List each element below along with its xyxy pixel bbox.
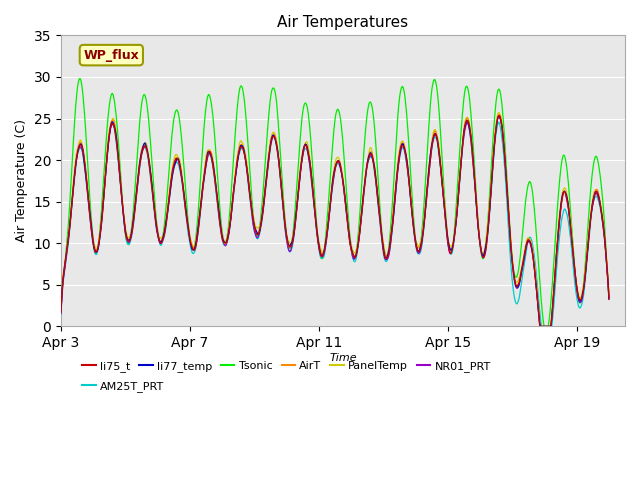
AirT <box>605 294 612 300</box>
Tsonic <box>76 76 84 82</box>
AM25T_PRT <box>120 213 127 219</box>
AM25T_PRT <box>168 176 176 182</box>
li77_temp <box>120 213 127 218</box>
AM25T_PRT <box>463 119 471 125</box>
li75_t <box>536 324 544 329</box>
NR01_PRT <box>536 324 544 329</box>
li75_t <box>605 297 612 302</box>
NR01_PRT <box>131 206 139 212</box>
PanelTemp <box>168 168 176 174</box>
Line: li75_t: li75_t <box>61 116 609 326</box>
AirT <box>131 204 139 210</box>
Line: AirT: AirT <box>61 114 609 326</box>
AirT <box>341 191 349 196</box>
Tsonic <box>541 324 548 329</box>
li77_temp <box>387 233 395 239</box>
AirT <box>120 210 127 216</box>
NR01_PRT <box>57 311 65 316</box>
AM25T_PRT <box>477 246 484 252</box>
li77_temp <box>341 191 349 197</box>
AirT <box>57 310 65 315</box>
Tsonic <box>388 211 396 216</box>
li77_temp <box>536 324 544 329</box>
AM25T_PRT <box>57 311 65 317</box>
li75_t <box>57 309 65 315</box>
li75_t <box>495 113 503 119</box>
li77_temp <box>476 239 484 244</box>
Line: NR01_PRT: NR01_PRT <box>61 117 609 326</box>
NR01_PRT <box>168 176 176 182</box>
Tsonic <box>477 245 484 251</box>
NR01_PRT <box>120 213 127 218</box>
AirT <box>495 111 503 117</box>
li77_temp <box>605 295 612 301</box>
PanelTemp <box>605 292 612 298</box>
PanelTemp <box>495 109 502 115</box>
PanelTemp <box>476 237 484 242</box>
Line: AM25T_PRT: AM25T_PRT <box>61 122 609 326</box>
Line: PanelTemp: PanelTemp <box>61 112 609 326</box>
AirT <box>536 324 544 329</box>
Tsonic <box>57 303 65 309</box>
PanelTemp <box>341 190 349 196</box>
Line: li77_temp: li77_temp <box>61 116 609 326</box>
li77_temp <box>131 204 139 210</box>
Tsonic <box>605 294 612 300</box>
AM25T_PRT <box>131 209 139 215</box>
Text: WP_flux: WP_flux <box>83 48 140 61</box>
NR01_PRT <box>341 193 349 199</box>
li75_t <box>387 235 395 240</box>
NR01_PRT <box>605 295 612 301</box>
PanelTemp <box>131 202 139 208</box>
Y-axis label: Air Temperature (C): Air Temperature (C) <box>15 120 28 242</box>
PanelTemp <box>120 209 127 215</box>
AM25T_PRT <box>605 297 612 302</box>
AirT <box>476 238 484 244</box>
PanelTemp <box>57 308 65 313</box>
li75_t <box>476 239 484 245</box>
NR01_PRT <box>476 239 484 244</box>
AM25T_PRT <box>341 194 349 200</box>
X-axis label: Time: Time <box>329 353 356 363</box>
Tsonic <box>342 173 349 179</box>
NR01_PRT <box>387 237 395 243</box>
li75_t <box>341 192 349 198</box>
li75_t <box>120 210 127 216</box>
li75_t <box>168 172 176 178</box>
PanelTemp <box>387 230 395 236</box>
Line: Tsonic: Tsonic <box>61 79 609 326</box>
AirT <box>387 233 395 239</box>
li75_t <box>131 207 139 213</box>
AirT <box>168 172 176 178</box>
Tsonic <box>169 127 177 132</box>
Tsonic <box>132 178 140 184</box>
li77_temp <box>168 174 176 180</box>
li77_temp <box>57 309 65 315</box>
AM25T_PRT <box>538 324 545 329</box>
Tsonic <box>120 219 128 225</box>
PanelTemp <box>536 324 544 329</box>
Title: Air Temperatures: Air Temperatures <box>277 15 408 30</box>
NR01_PRT <box>495 114 502 120</box>
Legend: AM25T_PRT: AM25T_PRT <box>77 377 169 396</box>
li77_temp <box>495 113 502 119</box>
AM25T_PRT <box>387 238 395 243</box>
